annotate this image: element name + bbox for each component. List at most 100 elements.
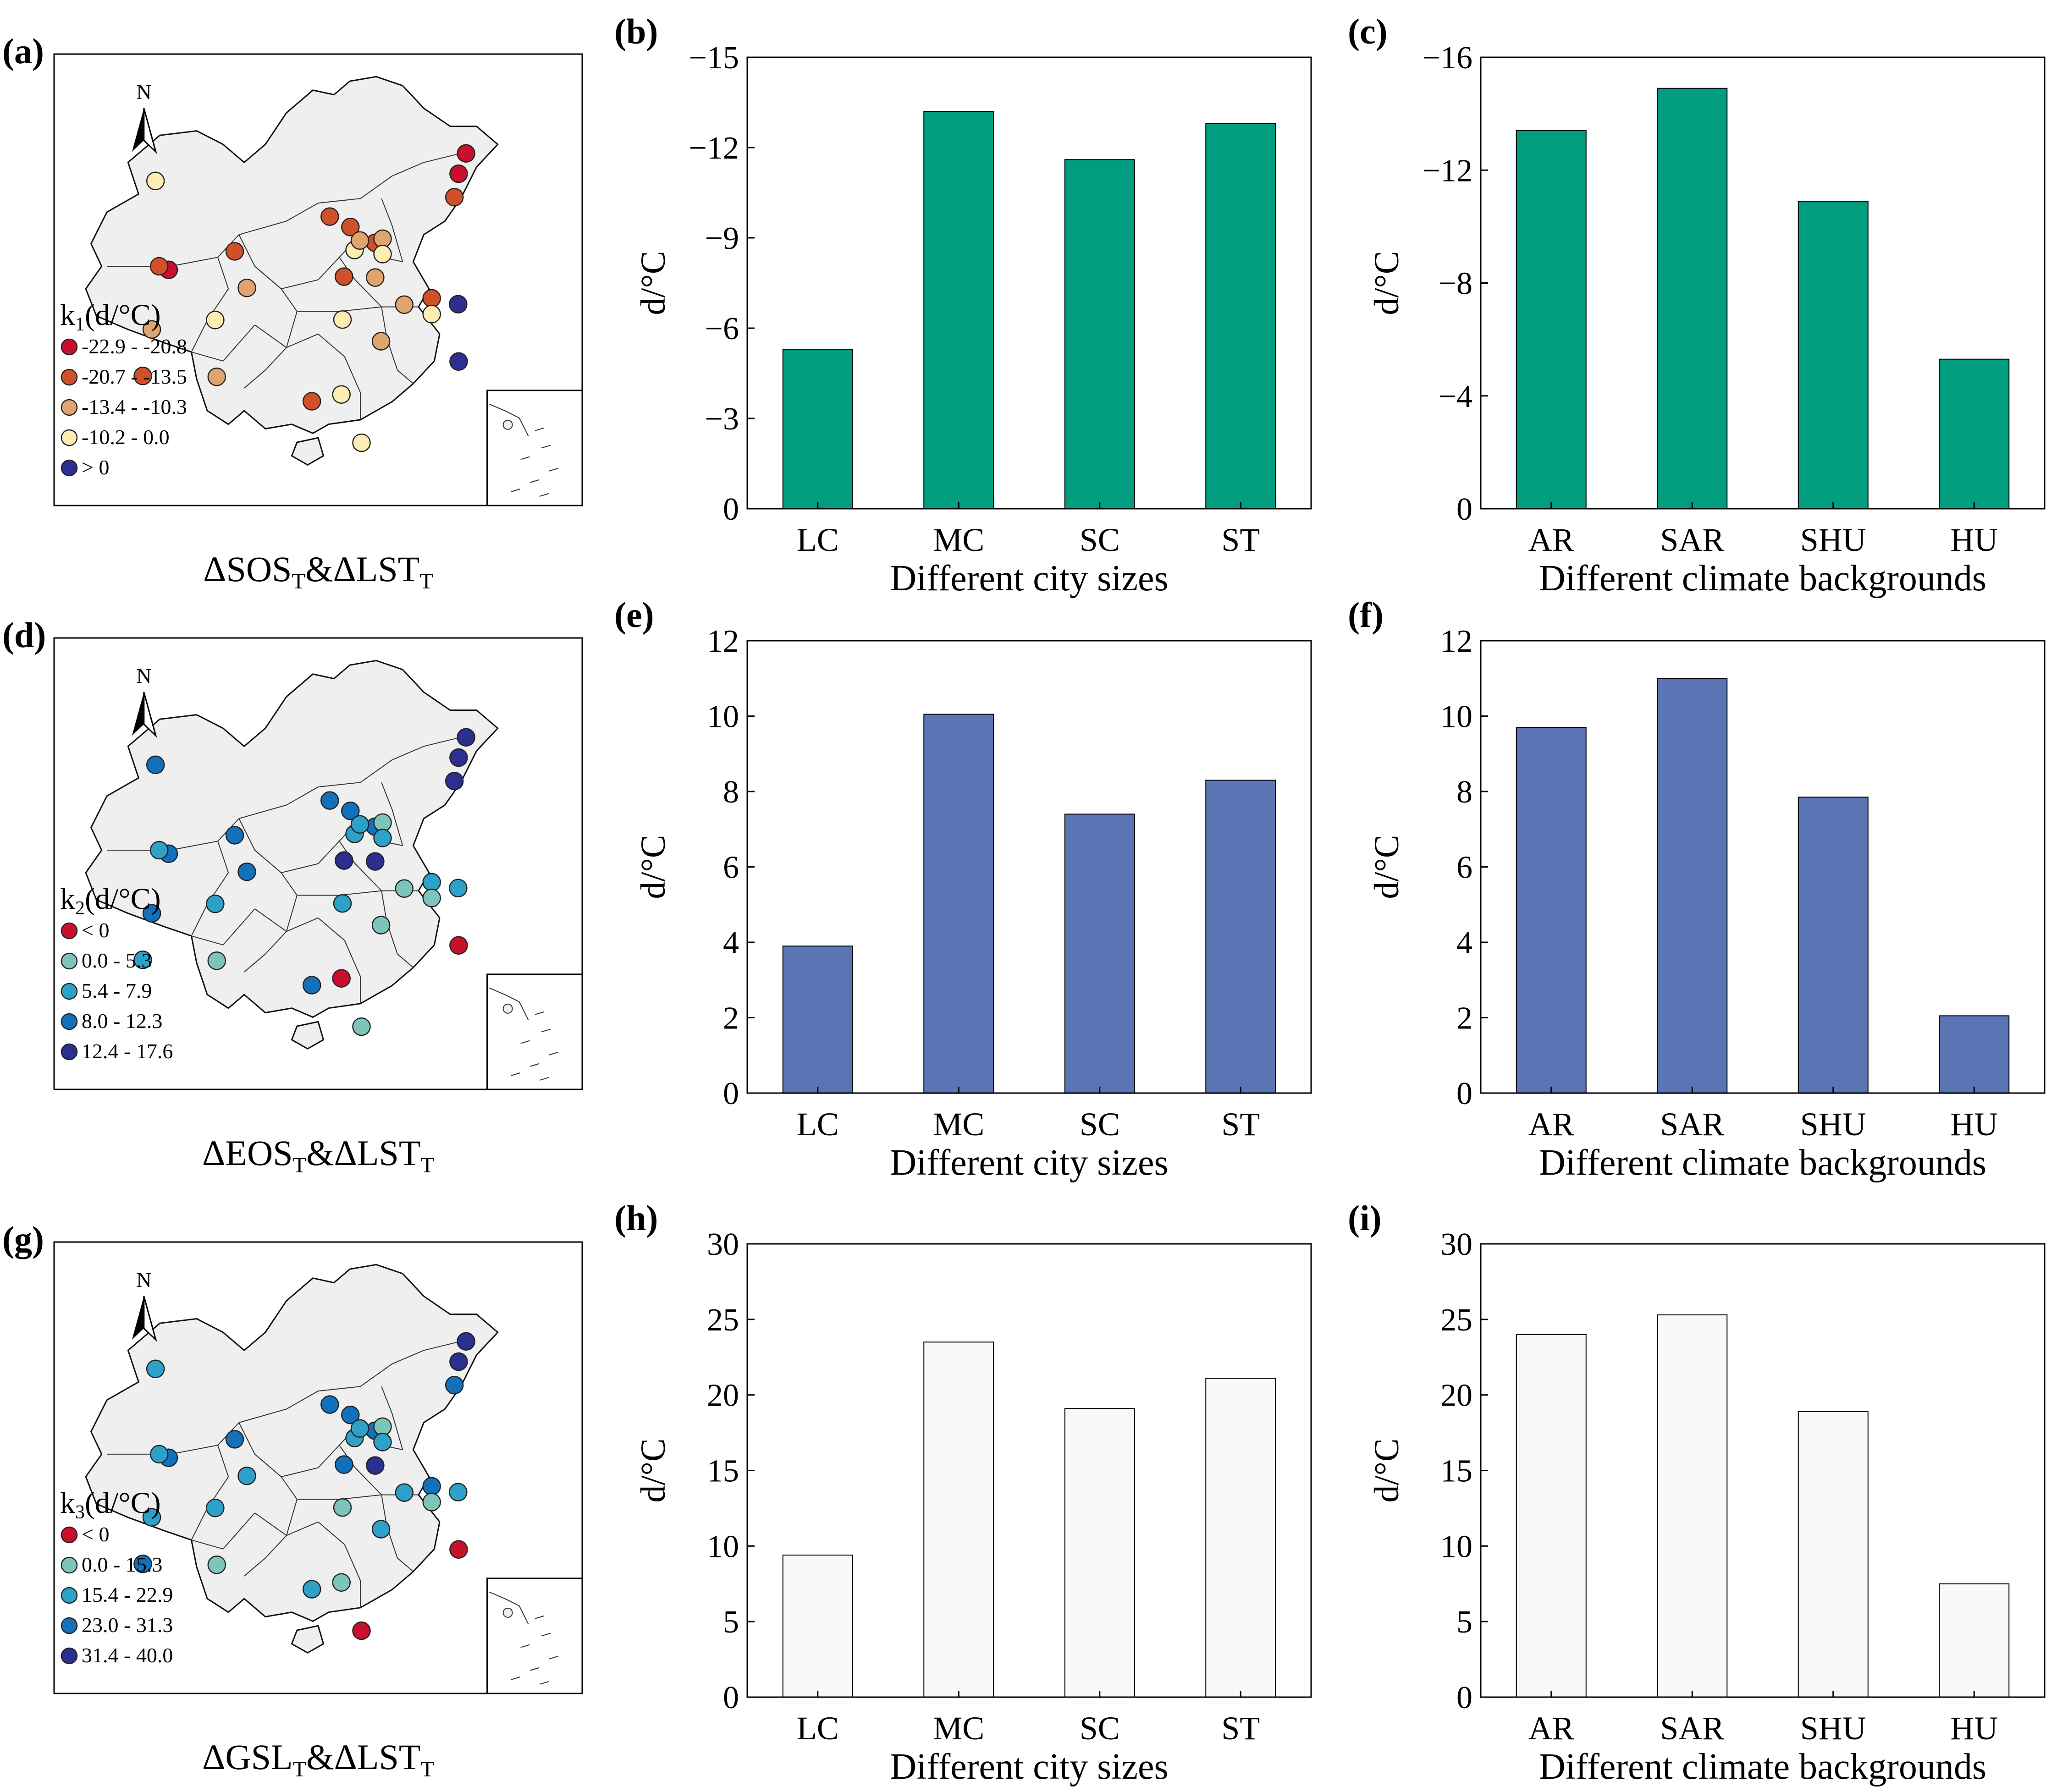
x-tick-label: AR <box>1528 522 1574 558</box>
north-arrow-icon: N <box>132 664 157 738</box>
x-tick-label: LC <box>797 1106 839 1143</box>
station-point <box>457 144 475 163</box>
x-tick-label: SAR <box>1660 1106 1724 1143</box>
station-point <box>142 1508 161 1527</box>
inset-dash <box>520 456 530 460</box>
y-tick-label: 10 <box>1440 1529 1472 1564</box>
y-tick-label: 12 <box>1440 624 1472 659</box>
inset-dash <box>541 1028 551 1033</box>
province-border <box>381 198 403 262</box>
x-axis-label: Different city sizes <box>890 1143 1168 1183</box>
hainan-island <box>291 1625 325 1654</box>
map-legend: k3(d/°C)< 0 0.0 - 15.3 15.4 - 22.9 23.0 - 3… <box>60 1486 173 1667</box>
station-point <box>350 815 369 834</box>
x-tick-label: ST <box>1221 1710 1260 1747</box>
bar <box>1798 1411 1869 1698</box>
legend-label: -13.4 - -10.3 <box>82 395 187 418</box>
station-point <box>449 164 468 183</box>
inset-dash <box>539 493 549 497</box>
station-point <box>149 257 169 276</box>
station-point <box>133 1555 152 1573</box>
inset-dash <box>549 1655 559 1660</box>
bar <box>1516 727 1587 1094</box>
legend-marker <box>61 368 78 386</box>
map-legend: k1(d/°C)-22.9 - -20.8 -20.7 - -13.5 -13.4 … <box>60 298 187 479</box>
y-tick-label: 15 <box>1440 1454 1472 1489</box>
legend-marker <box>61 1617 78 1634</box>
x-tick-label: HU <box>1950 1710 1998 1747</box>
panel-label: (c) <box>1348 11 1388 51</box>
panel-label: (g) <box>2 1219 44 1259</box>
y-tick-label: −6 <box>705 311 739 346</box>
province-border <box>238 818 298 896</box>
x-tick-label: SAR <box>1660 522 1724 558</box>
chart-e: (e) LC MC SC ST 0 2 4 6 8 10 12 Different city sizes… <box>614 595 1312 1183</box>
inset-dash <box>549 467 559 472</box>
station-point <box>146 171 165 191</box>
chart-f: (f) AR SAR SHU HU 0 2 4 6 8 10 12 Different climate … <box>1348 595 2046 1183</box>
station-point <box>341 1406 360 1424</box>
x-tick-label: MC <box>933 1710 984 1747</box>
station-point <box>457 728 475 747</box>
bar <box>1798 797 1869 1094</box>
legend-label: 8.0 - 12.3 <box>82 1009 162 1033</box>
y-tick-label: −9 <box>705 221 739 256</box>
station-point <box>333 894 352 913</box>
bar <box>1939 1015 2010 1094</box>
station-point <box>142 904 161 923</box>
x-axis-label: Different climate backgrounds <box>1539 558 1986 599</box>
legend-marker <box>61 1647 78 1665</box>
station-point <box>371 1520 391 1539</box>
station-point <box>449 295 468 313</box>
station-point <box>422 889 441 907</box>
inset-dash <box>511 1072 521 1076</box>
station-point <box>146 755 165 775</box>
north-arrow-right <box>143 108 157 154</box>
legend-label: 0.0 - 15.3 <box>82 1553 162 1576</box>
y-tick-label: 10 <box>1440 699 1472 735</box>
station-point <box>445 1375 464 1395</box>
x-tick-label: SHU <box>1800 522 1866 558</box>
legend-label: > 0 <box>82 456 109 479</box>
x-tick-label: AR <box>1528 1710 1574 1747</box>
y-tick-label: −15 <box>689 40 739 76</box>
legend-label: -20.7 - -13.5 <box>82 365 187 388</box>
bar <box>1516 1334 1587 1698</box>
province-border <box>254 1512 319 1536</box>
province-border <box>318 333 361 420</box>
y-tick-label: 30 <box>707 1227 739 1262</box>
province-border <box>244 1499 298 1577</box>
station-point <box>449 1352 468 1371</box>
inset-island <box>502 1003 513 1014</box>
inset-dash <box>539 1077 549 1081</box>
station-point <box>341 802 360 820</box>
y-axis-label: d/°C <box>1368 1438 1406 1502</box>
inset-frame <box>486 973 583 1090</box>
x-tick-label: ST <box>1221 1106 1260 1143</box>
map-panel-a: (a) Nk1(d/°C)-22.9 - -20.8 -20.7 - -13.5 -1… <box>2 31 583 594</box>
station-point <box>149 841 169 860</box>
station-point <box>373 1433 392 1451</box>
bar <box>1657 88 1728 509</box>
x-tick-label: MC <box>933 522 984 558</box>
y-tick-label: −8 <box>1439 266 1472 302</box>
x-axis-label: Different climate backgrounds <box>1539 1747 1986 1787</box>
inset-coast <box>489 1591 529 1625</box>
province-border <box>238 1341 461 1423</box>
province-border <box>191 1445 229 1540</box>
station-point <box>206 894 225 913</box>
legend-marker <box>61 1013 78 1030</box>
north-arrow-right <box>143 1296 157 1342</box>
panel-label: (i) <box>1348 1198 1382 1238</box>
bar <box>782 1555 853 1698</box>
legend-label: 5.4 - 7.9 <box>82 979 152 1002</box>
station-point <box>395 295 414 314</box>
y-tick-label: −4 <box>1439 379 1472 414</box>
bar <box>923 1341 994 1698</box>
map-title: ΔSOST&ΔLSTT <box>203 549 433 594</box>
panel-label: (h) <box>614 1198 658 1238</box>
province-border <box>191 324 255 362</box>
station-point <box>395 1483 414 1502</box>
y-tick-label: −16 <box>1423 40 1472 76</box>
y-tick-label: 20 <box>707 1378 739 1413</box>
